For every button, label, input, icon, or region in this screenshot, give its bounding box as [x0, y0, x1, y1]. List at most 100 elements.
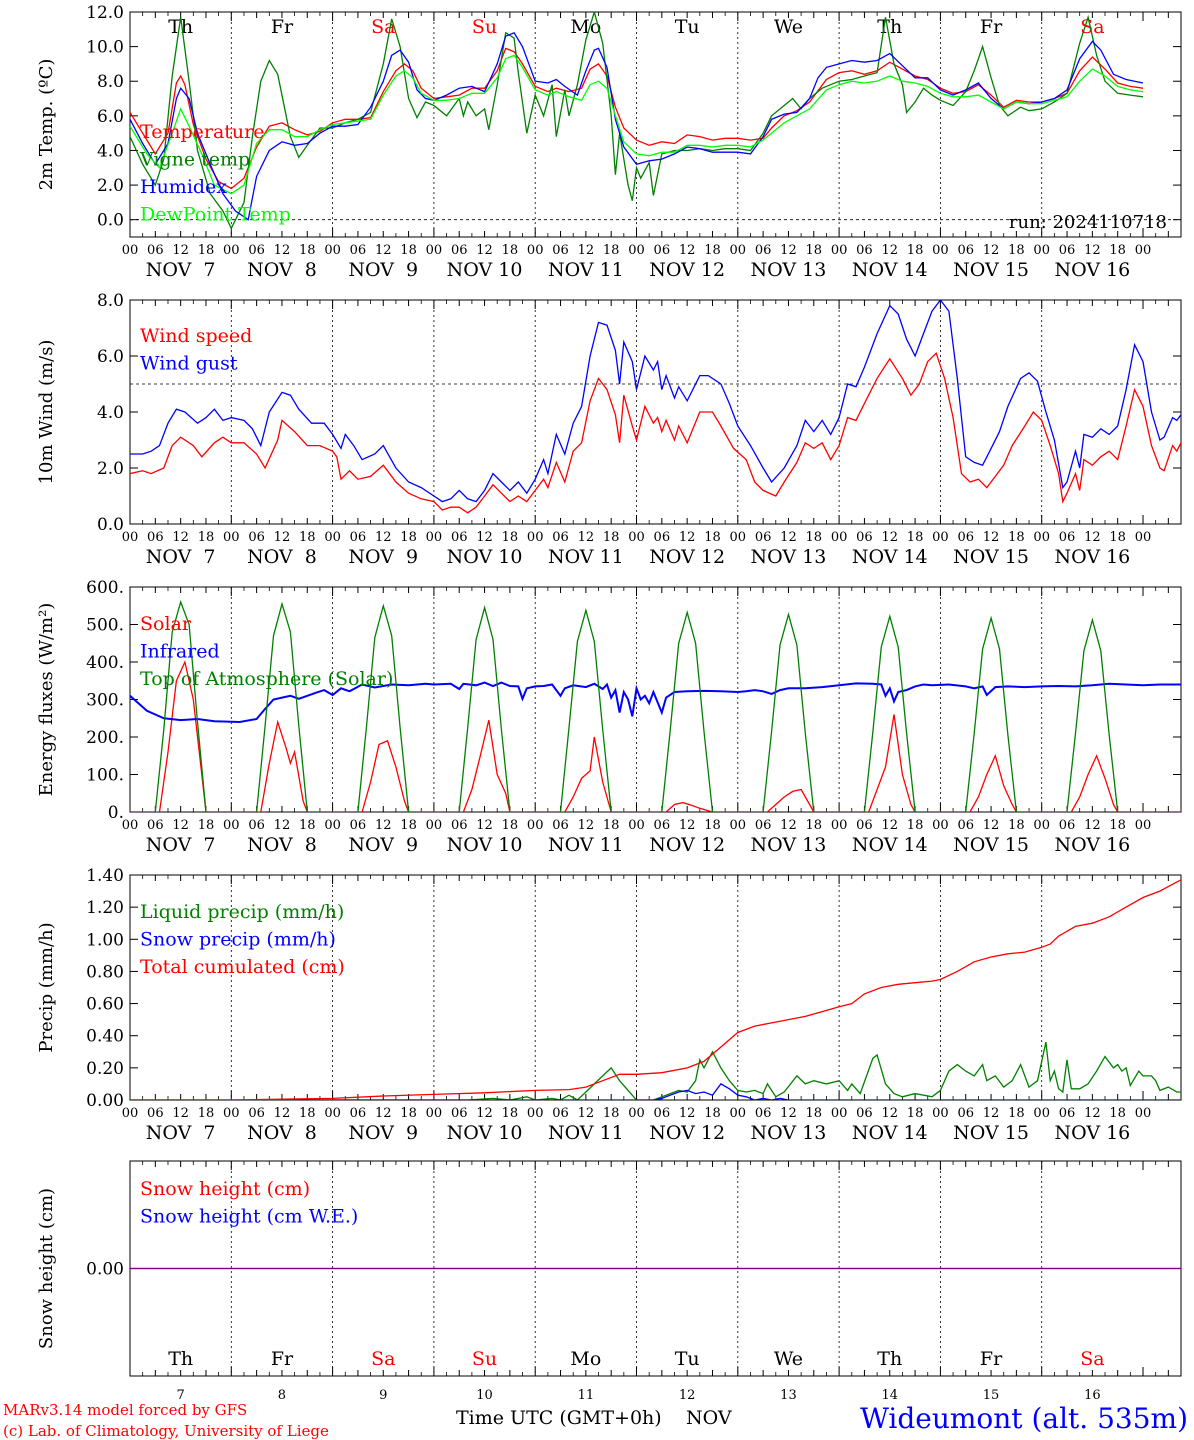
x-hour-label: 06: [350, 243, 367, 258]
x-date-label: NOV 11: [548, 834, 624, 856]
legend-snow-1: Snow height (cm W.E.): [140, 1206, 358, 1228]
x-date-label: NOV 16: [1054, 546, 1130, 568]
x-hour-label: 06: [552, 243, 569, 258]
y-tick-label: 8.0: [97, 291, 124, 311]
x-date-label: NOV 11: [548, 1122, 624, 1144]
day-abbr-label: Fr: [271, 16, 294, 38]
x-hour-label: 00: [324, 818, 341, 833]
series-line-temp-2: [130, 31, 1144, 221]
x-hour-label: 18: [1008, 243, 1025, 258]
x-hour-label: 06: [451, 530, 468, 545]
series-line-precip-2: [130, 879, 1181, 1100]
x-hour-label: 12: [172, 530, 189, 545]
x-date-label: NOV 11: [548, 546, 624, 568]
x-hour-label: 18: [502, 1106, 519, 1121]
series-line-energy-2: [130, 599, 1181, 812]
bottom-day-number: 11: [578, 1388, 595, 1403]
x-date-label: NOV 14: [852, 1122, 928, 1144]
credits-lab: (c) Lab. of Climatology, University of L…: [3, 1422, 329, 1440]
x-hour-label: 12: [375, 530, 392, 545]
x-hour-label: 12: [881, 1106, 898, 1121]
x-hour-label: 12: [274, 243, 291, 258]
x-date-label: NOV 7: [146, 834, 216, 856]
x-hour-label: 12: [578, 818, 595, 833]
x-hour-label: 18: [198, 243, 215, 258]
y-axis-label: Snow height (cm): [36, 1188, 57, 1349]
y-tick-label: 0.40: [86, 1027, 124, 1047]
x-hour-label: 06: [1059, 818, 1076, 833]
x-hour-label: 18: [907, 243, 924, 258]
x-date-label: NOV 8: [247, 1122, 317, 1144]
x-hour-label: 06: [552, 818, 569, 833]
y-tick-label: 600.: [86, 578, 124, 598]
x-hour-label: 06: [350, 818, 367, 833]
legend-temp-1: Vigne temp: [139, 149, 250, 171]
x-hour-label: 12: [578, 1106, 595, 1121]
y-tick-label: 6.0: [97, 347, 124, 367]
x-hour-label: 06: [755, 1106, 772, 1121]
bottom-day-number: 15: [983, 1388, 1000, 1403]
x-hour-label: 00: [831, 1106, 848, 1121]
x-hour-label: 00: [628, 818, 645, 833]
x-hour-label: 06: [1059, 530, 1076, 545]
bottom-day-abbr: Sa: [1080, 1348, 1104, 1370]
x-hour-label: 06: [451, 243, 468, 258]
bottom-day-abbr: Fr: [271, 1348, 294, 1370]
x-hour-label: 12: [274, 530, 291, 545]
x-hour-label: 00: [324, 243, 341, 258]
x-hour-label: 12: [780, 1106, 797, 1121]
day-abbr-label: Mo: [570, 16, 601, 38]
x-date-label: NOV 15: [953, 259, 1029, 281]
x-hour-label: 00: [527, 530, 544, 545]
day-abbr-label: Th: [168, 16, 193, 38]
x-date-label: NOV 15: [953, 1122, 1029, 1144]
x-hour-label: 18: [299, 243, 316, 258]
x-hour-label: 00: [426, 530, 443, 545]
x-hour-label: 06: [451, 818, 468, 833]
panel-wind: 0.0 2.0 4.0 6.0 8.0 10m Wind (m/s) 00 06 12 18 00 0…: [36, 291, 1182, 568]
x-hour-label: 12: [375, 1106, 392, 1121]
legend-snow-0: Snow height (cm): [140, 1178, 310, 1200]
x-hour-label: 00: [527, 243, 544, 258]
y-tick-label: 4.0: [97, 403, 124, 423]
y-tick-label: 200.: [86, 728, 124, 748]
x-hour-label: 12: [172, 243, 189, 258]
y-tick-label: 2.0: [97, 459, 124, 479]
x-hour-label: 00: [1033, 1106, 1050, 1121]
x-hour-label: 12: [679, 1106, 696, 1121]
y-tick-label: 0.00: [86, 1091, 124, 1111]
bottom-day-number: 13: [780, 1388, 797, 1403]
x-hour-label: 12: [274, 818, 291, 833]
x-date-label: NOV 10: [447, 1122, 523, 1144]
bottom-day-number: 10: [476, 1388, 493, 1403]
x-hour-label: 06: [755, 530, 772, 545]
x-hour-label: 00: [122, 1106, 139, 1121]
bottom-day-abbr: Th: [168, 1348, 193, 1370]
y-tick-label: 12.0: [86, 3, 124, 23]
x-hour-label: 06: [957, 530, 974, 545]
x-hour-label: 12: [679, 243, 696, 258]
x-hour-label: 06: [248, 1106, 265, 1121]
station-name: Wideumont (alt. 535m): [860, 1402, 1188, 1435]
x-hour-label: 18: [1109, 530, 1126, 545]
day-abbr-label: Th: [877, 16, 902, 38]
x-date-label: NOV 16: [1054, 834, 1130, 856]
x-hour-label: 18: [299, 530, 316, 545]
x-hour-label: 06: [147, 243, 164, 258]
x-date-label: NOV 9: [348, 1122, 418, 1144]
series-line-wind-1: [130, 300, 1181, 503]
x-hour-label: 06: [1059, 1106, 1076, 1121]
x-date-label: NOV 12: [649, 834, 725, 856]
x-hour-label: 00: [730, 818, 747, 833]
x-date-label: NOV 9: [348, 259, 418, 281]
x-hour-label: 06: [654, 1106, 671, 1121]
x-hour-label: 12: [780, 243, 797, 258]
y-tick-label: 2.0: [97, 176, 124, 196]
x-hour-label: 06: [248, 530, 265, 545]
bottom-day-abbr: Th: [877, 1348, 902, 1370]
bottom-day-number: 8: [278, 1388, 286, 1403]
x-hour-label: 12: [476, 243, 493, 258]
x-hour-label: 06: [654, 530, 671, 545]
x-hour-label: 18: [603, 530, 620, 545]
x-hour-label: 06: [248, 243, 265, 258]
